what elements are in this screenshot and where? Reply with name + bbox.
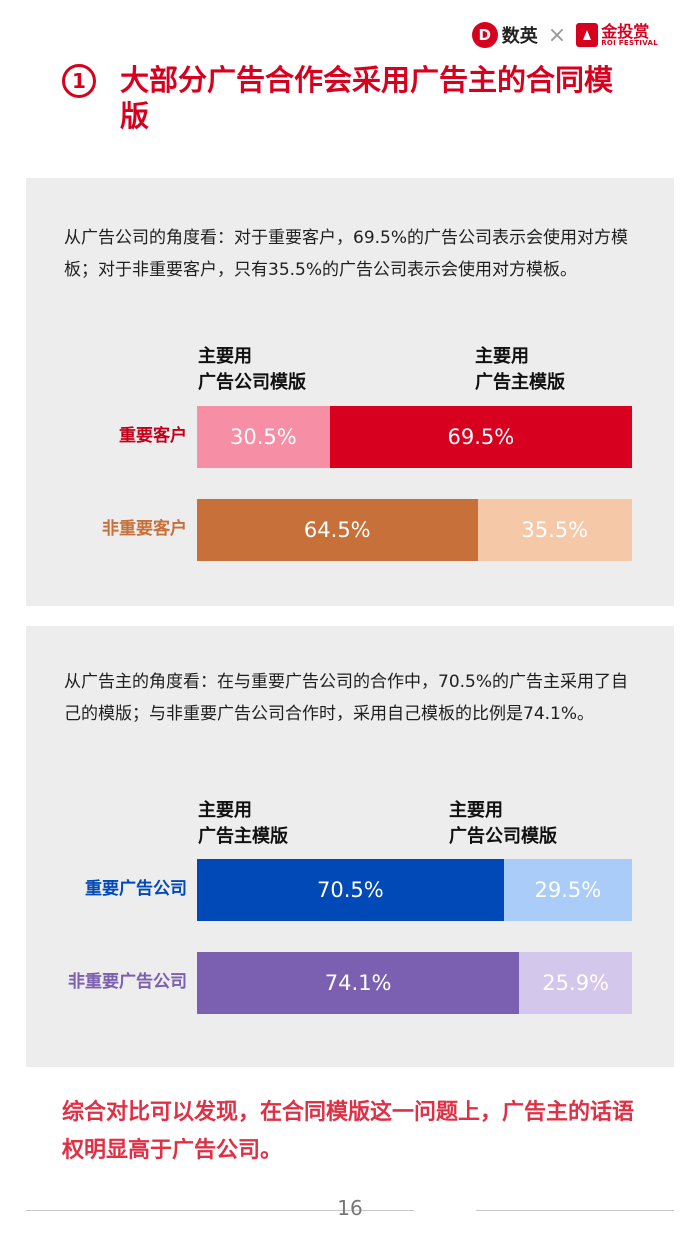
shuying-logo-text: 数英: [501, 26, 538, 47]
roi-festival-logo-cn: 金投赏: [601, 21, 650, 41]
roi-festival-logo: 金投赏 ROI FESTIVAL: [576, 23, 658, 47]
advertiser-bar-segment-1-1: 70.5%: [197, 859, 504, 921]
advertiser-bar-segment-2-2: 25.9%: [519, 952, 632, 1014]
panel1-col-left-label: 主要用 广告公司模版: [198, 346, 306, 393]
advertiser-bar-segment-2-1: 74.1%: [197, 952, 520, 1014]
agency-perspective-panel: 从广告公司的角度看：对于重要客户，69.5%的广告公司表示会使用对方模板；对于非…: [26, 178, 674, 606]
advertiser-perspective-panel: 从广告主的角度看：在与重要广告公司的合作中，70.5%的广告主采用了自己的模版；…: [26, 626, 674, 1067]
roi-festival-logo-en: ROI FESTIVAL: [601, 38, 658, 47]
logo-separator-icon: ×: [547, 22, 567, 48]
panel1-description: 从广告公司的角度看：对于重要客户，69.5%的广告公司表示会使用对方模板；对于非…: [64, 228, 629, 280]
agency-stacked-bar-1: 30.5% 69.5%: [197, 406, 632, 468]
panel2-col-left-label: 主要用 广告主模版: [198, 800, 288, 847]
advertiser-stacked-bar-1: 70.5% 29.5%: [197, 859, 632, 921]
agency-bar-segment-1-2: 69.5%: [329, 406, 632, 468]
agency-bar-segment-1-1: 30.5%: [197, 406, 330, 468]
agency-row-label-2: 非重要客户: [102, 519, 187, 539]
agency-bar-segment-2-2: 35.5%: [477, 499, 632, 561]
agency-row-label-1: 重要客户: [119, 426, 187, 446]
page-number: 16: [337, 1196, 363, 1220]
panel2-col-right-label: 主要用 广告公司模版: [449, 800, 557, 847]
shuying-logo-icon: D: [471, 22, 498, 48]
advertiser-stacked-bar-2: 74.1% 25.9%: [197, 952, 632, 1014]
roi-festival-logo-icon: [576, 23, 599, 47]
shuying-logo: D 数英: [471, 22, 538, 48]
advertiser-bar-segment-1-2: 29.5%: [503, 859, 632, 921]
advertiser-row-label-2: 非重要广告公司: [68, 972, 187, 992]
panel2-description: 从广告主的角度看：在与重要广告公司的合作中，70.5%的广告主采用了自己的模版；…: [64, 672, 629, 724]
conclusion-text: 综合对比可以发现，在合同模版这一问题上，广告主的话语权明显高于广告公司。: [62, 1100, 635, 1163]
panel1-col-right-label: 主要用 广告主模版: [475, 346, 565, 393]
footer-divider-right: [476, 1210, 674, 1211]
agency-stacked-bar-2: 64.5% 35.5%: [197, 499, 632, 561]
footer-divider-left: [26, 1210, 414, 1211]
advertiser-row-label-1: 重要广告公司: [85, 879, 187, 899]
section-number-badge: 1: [62, 64, 96, 98]
section-title: 1 大部分广告合作会采用广告主的合同模版: [62, 62, 620, 134]
header-logos: D 数英 × 金投赏 ROI FESTIVAL: [471, 22, 658, 48]
agency-bar-segment-2-1: 64.5%: [197, 499, 478, 561]
page-title: 大部分广告合作会采用广告主的合同模版: [120, 63, 614, 133]
